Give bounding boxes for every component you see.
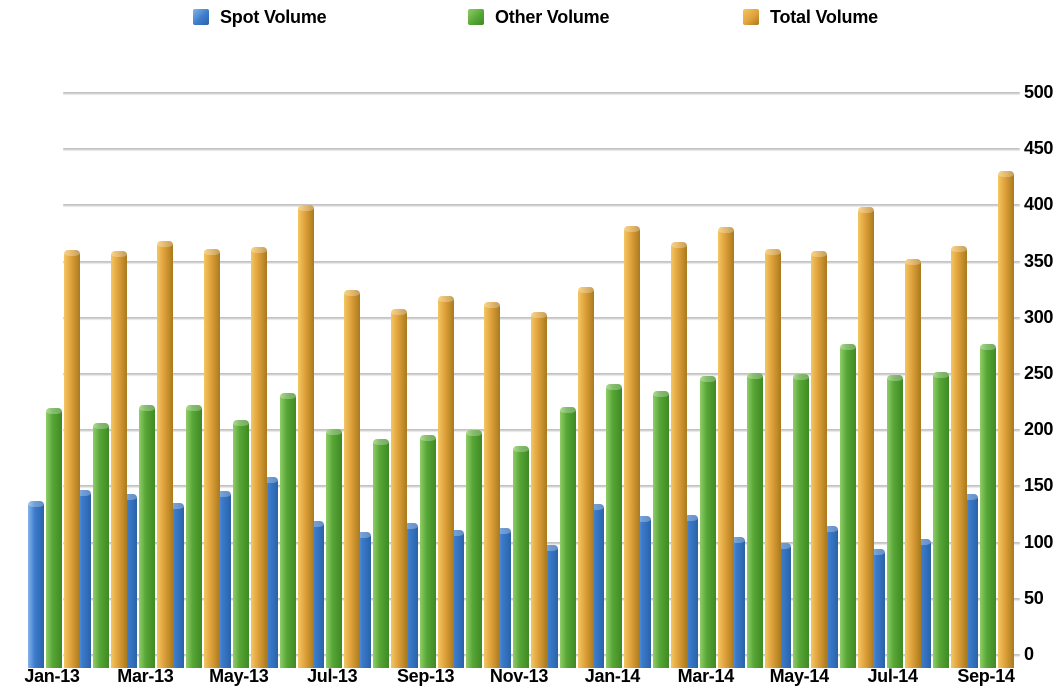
bar-total-volume <box>298 205 314 668</box>
bar-total-volume <box>671 242 687 668</box>
bar-other-volume <box>653 390 669 668</box>
legend-item-other-volume: Other Volume <box>468 7 609 27</box>
legend-item-total-volume: Total Volume <box>743 7 878 27</box>
bar-other-volume <box>980 343 996 668</box>
bar-other-volume <box>747 372 763 668</box>
bar-other-volume <box>840 343 856 668</box>
bar-total-volume <box>111 251 127 668</box>
y-axis-label: 250 <box>1024 363 1054 383</box>
legend-item-label: Other Volume <box>495 6 610 27</box>
bar-other-volume <box>560 406 576 668</box>
y-axis-label: 300 <box>1024 306 1054 327</box>
bar-total-volume <box>438 296 454 668</box>
x-axis-label: Mar-14 <box>677 666 735 686</box>
bar-total-volume <box>157 241 173 668</box>
y-axis-label: 0 <box>1024 644 1034 664</box>
y-axis-label: 450 <box>1024 138 1054 159</box>
bar-total-volume <box>951 245 967 668</box>
x-axis-label: May-13 <box>209 666 269 686</box>
x-axis-label: Jan-14 <box>584 666 641 686</box>
bar-other-volume <box>933 371 949 668</box>
bar-total-volume <box>858 206 874 668</box>
y-axis-label: 500 <box>1024 82 1054 102</box>
bar-other-volume <box>326 429 342 668</box>
bar-total-volume <box>624 225 640 668</box>
y-axis-label: 50 <box>1024 587 1044 608</box>
y-axis-label: 400 <box>1024 194 1054 215</box>
bar-other-volume <box>46 407 62 668</box>
gridline <box>63 92 1020 94</box>
legend-item-label: Spot Volume <box>220 6 327 27</box>
bar-spot-volume <box>28 501 44 668</box>
bar-other-volume <box>373 439 389 668</box>
bar-total-volume <box>905 259 921 668</box>
x-axis-label: Nov-13 <box>489 666 549 686</box>
bar-total-volume <box>391 308 407 668</box>
bar-other-volume <box>186 405 202 668</box>
x-axis-label: Mar-13 <box>117 666 174 686</box>
bar-other-volume <box>420 434 436 668</box>
bar-total-volume <box>578 287 594 668</box>
legend-item-spot-volume: Spot Volume <box>193 6 327 27</box>
x-axis-label: Sep-14 <box>957 666 1015 686</box>
spot-volume-swatch-icon <box>193 9 209 25</box>
other-volume-swatch-icon <box>468 9 484 25</box>
gridline <box>63 148 1020 151</box>
bar-total-volume <box>64 250 80 668</box>
x-axis-label: Jul-14 <box>867 666 918 686</box>
bar-other-volume <box>93 423 109 668</box>
bar-other-volume <box>700 376 716 668</box>
bar-other-volume <box>887 375 903 668</box>
x-axis-label: May-14 <box>769 666 830 686</box>
bar-total-volume <box>998 170 1014 668</box>
bar-other-volume <box>606 384 622 668</box>
gridline <box>63 260 1020 263</box>
bar-total-volume <box>251 246 267 668</box>
bar-total-volume <box>344 289 360 668</box>
bar-total-volume <box>484 302 500 668</box>
bar-other-volume <box>793 374 809 668</box>
bar-total-volume <box>204 249 220 668</box>
bar-total-volume <box>718 226 734 668</box>
x-axis-label: Jan-13 <box>24 666 80 686</box>
y-axis-label: 150 <box>1024 475 1054 496</box>
bar-other-volume <box>513 445 529 668</box>
gridline <box>63 204 1020 207</box>
total-volume-swatch-icon <box>743 9 759 25</box>
y-axis-label: 100 <box>1024 531 1054 552</box>
legend-item-label: Total Volume <box>770 6 878 27</box>
bar-other-volume <box>233 420 249 668</box>
y-axis-label: 200 <box>1024 419 1054 440</box>
bar-total-volume <box>531 312 547 668</box>
bar-other-volume <box>466 430 482 668</box>
x-axis-label: Sep-13 <box>396 666 455 686</box>
x-axis-label: Jul-13 <box>307 666 358 686</box>
bar-other-volume <box>280 393 296 668</box>
bar-other-volume <box>139 405 155 668</box>
y-axis-label: 350 <box>1024 250 1054 271</box>
bar-total-volume <box>811 251 827 668</box>
bar-total-volume <box>765 249 781 668</box>
